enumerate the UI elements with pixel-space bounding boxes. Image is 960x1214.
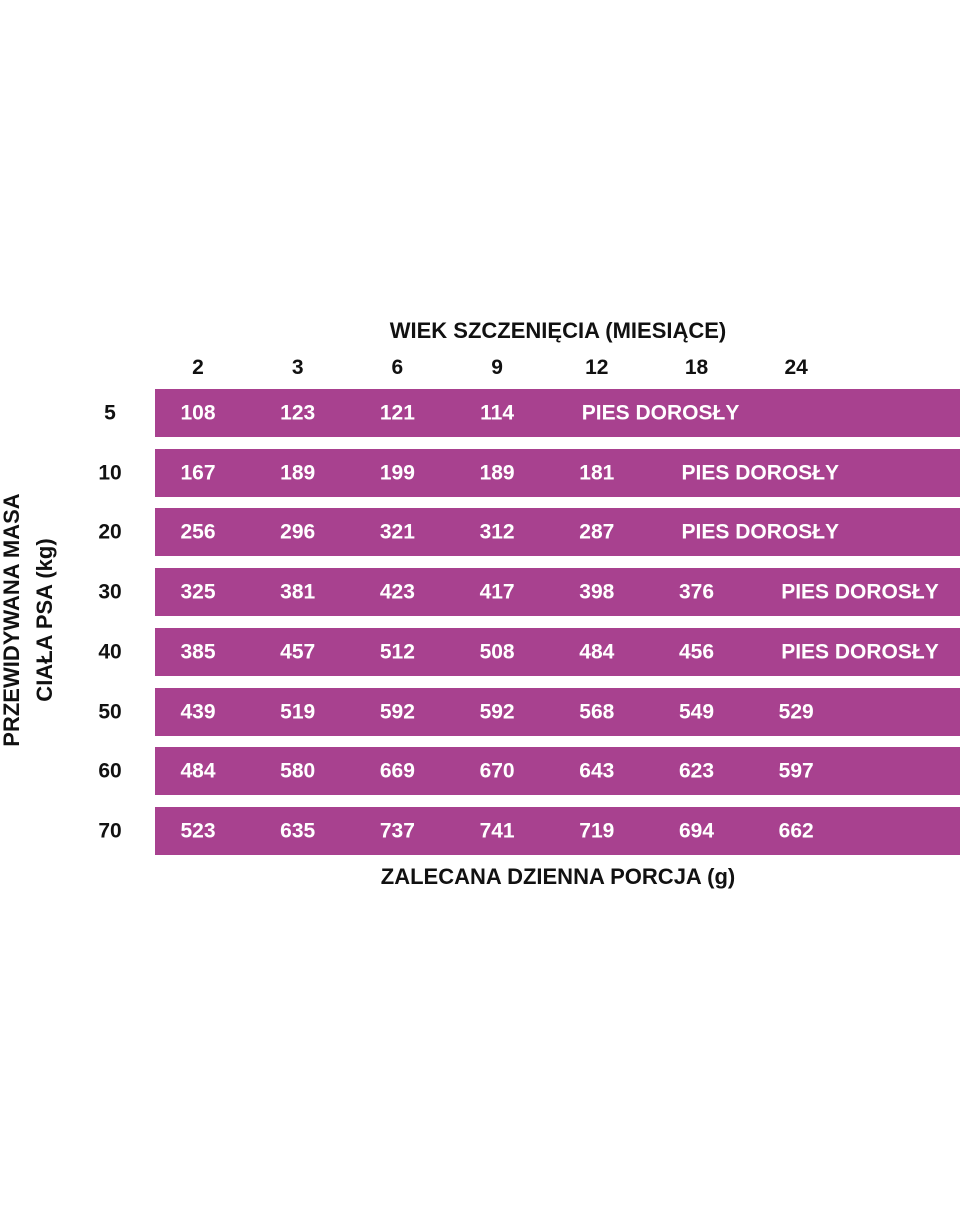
cell: 592 xyxy=(479,700,515,723)
adult-label: PIES DOROSŁY xyxy=(781,580,939,604)
cell: 114 xyxy=(480,401,515,425)
cell: 457 xyxy=(280,640,316,664)
cell: 580 xyxy=(280,759,316,783)
cell: 381 xyxy=(280,580,316,604)
cell: 669 xyxy=(379,759,415,783)
adult-label: PIES DOROSŁY xyxy=(781,640,939,664)
column-header: 6 xyxy=(391,356,404,379)
cell: 189 xyxy=(280,461,316,485)
cell: 167 xyxy=(180,461,216,485)
cell: 529 xyxy=(778,700,814,723)
cell: 256 xyxy=(180,520,216,544)
cell: 325 xyxy=(180,580,216,604)
cell: 484 xyxy=(180,759,216,783)
row-weight: 70 xyxy=(98,819,122,843)
cell: 398 xyxy=(579,580,615,604)
cell: 199 xyxy=(379,461,415,485)
cell: 519 xyxy=(280,700,316,723)
header-title: WIEK SZCZENIĘCIA (MIESIĄCE) xyxy=(389,318,727,343)
row-bar xyxy=(155,806,960,855)
cell: 385 xyxy=(180,640,216,664)
row-weight: 30 xyxy=(98,580,122,604)
column-header: 9 xyxy=(491,356,503,379)
side-label: CIAŁA PSA (kg) xyxy=(32,538,57,702)
column-header: 3 xyxy=(291,356,304,379)
cell: 312 xyxy=(479,520,515,544)
cell: 662 xyxy=(778,819,814,843)
cell: 597 xyxy=(778,759,814,783)
column-header: 24 xyxy=(784,356,808,379)
cell: 741 xyxy=(479,819,515,843)
cell: 508 xyxy=(479,640,515,664)
row-weight: 20 xyxy=(98,520,122,544)
row-bar xyxy=(155,568,960,617)
row-bar xyxy=(155,389,960,437)
cell: 592 xyxy=(379,700,415,723)
row-weight: 40 xyxy=(98,640,122,664)
cell: 512 xyxy=(379,640,415,664)
row-weight: 60 xyxy=(98,759,122,783)
cell: 635 xyxy=(280,819,316,843)
adult-label: PIES DOROSŁY xyxy=(681,461,840,485)
cell: 549 xyxy=(678,700,715,723)
cell: 121 xyxy=(379,401,415,425)
adult-label: PIES DOROSŁY xyxy=(681,520,840,544)
adult-label: PIES DOROSŁY xyxy=(581,401,740,425)
cell: 523 xyxy=(180,819,216,843)
cell: 376 xyxy=(678,580,715,604)
cell: 181 xyxy=(579,461,615,485)
column-header: 18 xyxy=(684,356,709,379)
cell: 694 xyxy=(678,819,715,843)
cell: 321 xyxy=(379,520,415,544)
row-bar xyxy=(155,687,960,736)
cell: 623 xyxy=(678,759,715,783)
cell: 737 xyxy=(379,819,415,843)
cell: 423 xyxy=(379,580,415,604)
row-weight: 50 xyxy=(98,700,122,723)
row-bar xyxy=(155,508,960,557)
cell: 296 xyxy=(280,520,316,544)
cell: 189 xyxy=(479,461,515,485)
row-weight: 10 xyxy=(98,461,122,485)
cell: 456 xyxy=(678,640,715,664)
cell: 719 xyxy=(579,819,615,843)
side-label: PRZEWIDYWANA MASA xyxy=(0,493,24,747)
cell: 123 xyxy=(280,401,316,425)
cell: 287 xyxy=(579,520,615,544)
cell: 643 xyxy=(579,759,615,783)
row-bar xyxy=(155,627,960,676)
row-bar xyxy=(155,448,960,497)
cell: 439 xyxy=(180,700,216,723)
column-header: 2 xyxy=(192,356,204,379)
footer: ZALECANA DZIENNA PORCJA (g) xyxy=(380,864,736,889)
cell: 417 xyxy=(479,580,515,604)
cell: 670 xyxy=(479,759,515,783)
cell: 108 xyxy=(180,401,216,425)
cell: 568 xyxy=(579,700,615,723)
row-weight: 5 xyxy=(104,401,116,425)
row-bar xyxy=(155,747,960,796)
column-header: 12 xyxy=(585,356,609,379)
cell: 484 xyxy=(579,640,615,664)
